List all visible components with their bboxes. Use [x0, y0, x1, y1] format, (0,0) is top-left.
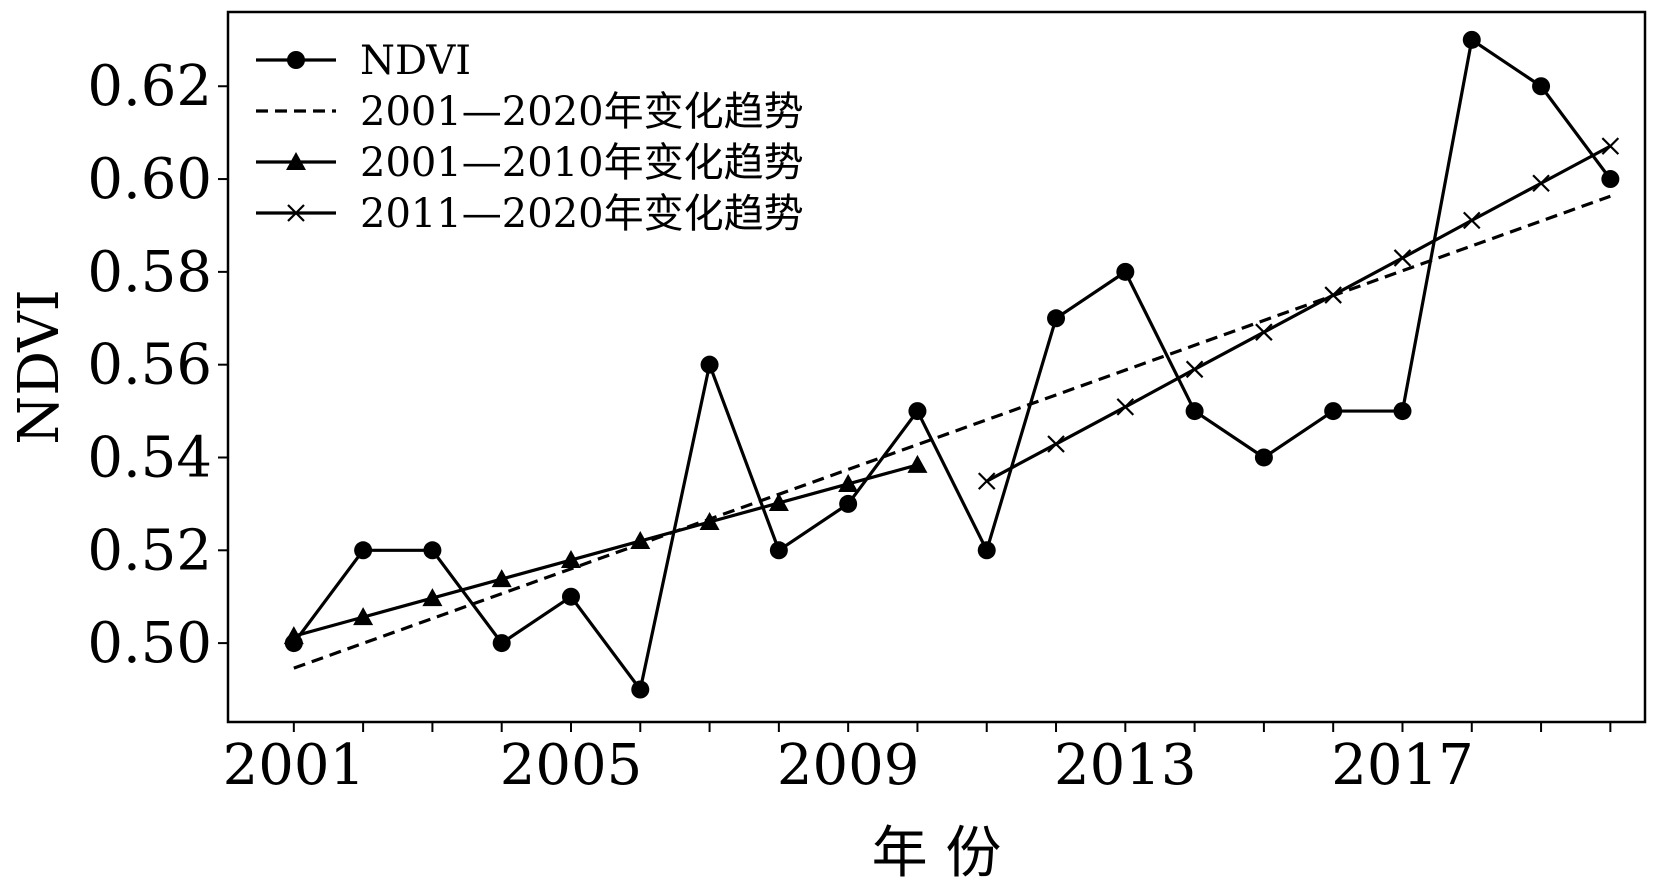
data-point: [699, 511, 720, 530]
y-tick-label: 0.54: [87, 425, 212, 490]
y-tick-label: 0.56: [87, 333, 212, 398]
data-point: [769, 541, 788, 560]
data-point: [1116, 398, 1135, 416]
y-tick-label: 0.52: [87, 518, 212, 583]
data-point: [700, 355, 719, 374]
data-point: [1254, 448, 1273, 467]
data-point: [492, 634, 511, 653]
series-line: [292, 38, 1612, 692]
data-point: [631, 680, 650, 699]
data-point: [1255, 323, 1273, 341]
data-point: [1532, 77, 1551, 96]
series-0: [284, 30, 1620, 699]
data-point: [561, 587, 580, 606]
data-point: [1462, 30, 1481, 49]
data-point: [1601, 137, 1620, 155]
series-1: [293, 194, 1611, 670]
data-point: [1185, 402, 1204, 421]
data-point: [630, 531, 651, 550]
data-point: [1532, 174, 1550, 193]
data-point: [977, 541, 996, 560]
legend-label: 2011—2020年变化趋势: [360, 191, 804, 237]
x-tick-label: 2013: [1054, 733, 1197, 798]
data-point: [1393, 402, 1412, 421]
legend-item: 2001—2020年变化趋势: [256, 89, 804, 135]
data-point: [422, 588, 443, 607]
x-tick-label: 2009: [777, 733, 920, 798]
x-axis-title: 年 份: [872, 821, 1002, 886]
series-3: [977, 137, 1620, 490]
data-point: [491, 569, 512, 588]
plot-marks: [283, 30, 1620, 699]
data-point: [907, 454, 928, 473]
data-point: [1324, 402, 1343, 421]
legend-label: NDVI: [360, 38, 471, 84]
data-point: [839, 494, 858, 513]
data-point: [1047, 435, 1065, 453]
series-line: [293, 463, 918, 638]
data-point: [977, 472, 996, 490]
legend-item: 2011—2020年变化趋势: [256, 191, 804, 237]
data-point: [1462, 211, 1481, 230]
legend-item: 2001—2010年变化趋势: [256, 140, 804, 186]
data-point: [353, 607, 374, 626]
data-point: [423, 541, 442, 560]
data-point: [1393, 249, 1412, 267]
y-tick-label: 0.60: [87, 147, 212, 212]
plot-frame: [226, 10, 1647, 724]
data-point: [908, 402, 927, 421]
data-point: [1047, 309, 1066, 328]
legend-item: NDVI: [256, 38, 471, 84]
y-axis: 0.50 0.52 0.54 0.56 0.58 0.60 0.62: [87, 54, 228, 676]
y-axis-title: NDVI: [7, 289, 72, 444]
y-tick-label: 0.62: [87, 54, 212, 119]
legend-swatch-marker: [287, 51, 305, 69]
data-point: [1601, 170, 1620, 189]
data-point: [1116, 262, 1135, 281]
data-point: [284, 634, 303, 653]
y-tick-label: 0.50: [87, 611, 212, 676]
legend-label: 2001—2010年变化趋势: [360, 140, 804, 186]
series-line: [985, 144, 1612, 483]
legend: NDVI 2001—2020年变化趋势 2001—2010年变化趋势 2011—202…: [256, 38, 804, 237]
x-tick-label: 2005: [500, 733, 643, 798]
data-point: [768, 492, 789, 511]
y-tick-label: 0.58: [87, 240, 212, 305]
x-tick-label: 2001: [223, 733, 366, 798]
data-point: [838, 473, 859, 492]
x-axis: 2001 2005 2009 2013 2017: [223, 722, 1612, 798]
data-point: [354, 541, 373, 560]
data-point: [560, 550, 581, 569]
legend-swatch-marker: [286, 152, 306, 170]
data-point: [1324, 286, 1342, 304]
legend-swatch-marker: [287, 204, 305, 222]
legend-label: 2001—2020年变化趋势: [360, 89, 804, 135]
x-tick-label: 2017: [1331, 733, 1474, 798]
series-line: [293, 194, 1611, 670]
data-point: [1185, 360, 1204, 379]
